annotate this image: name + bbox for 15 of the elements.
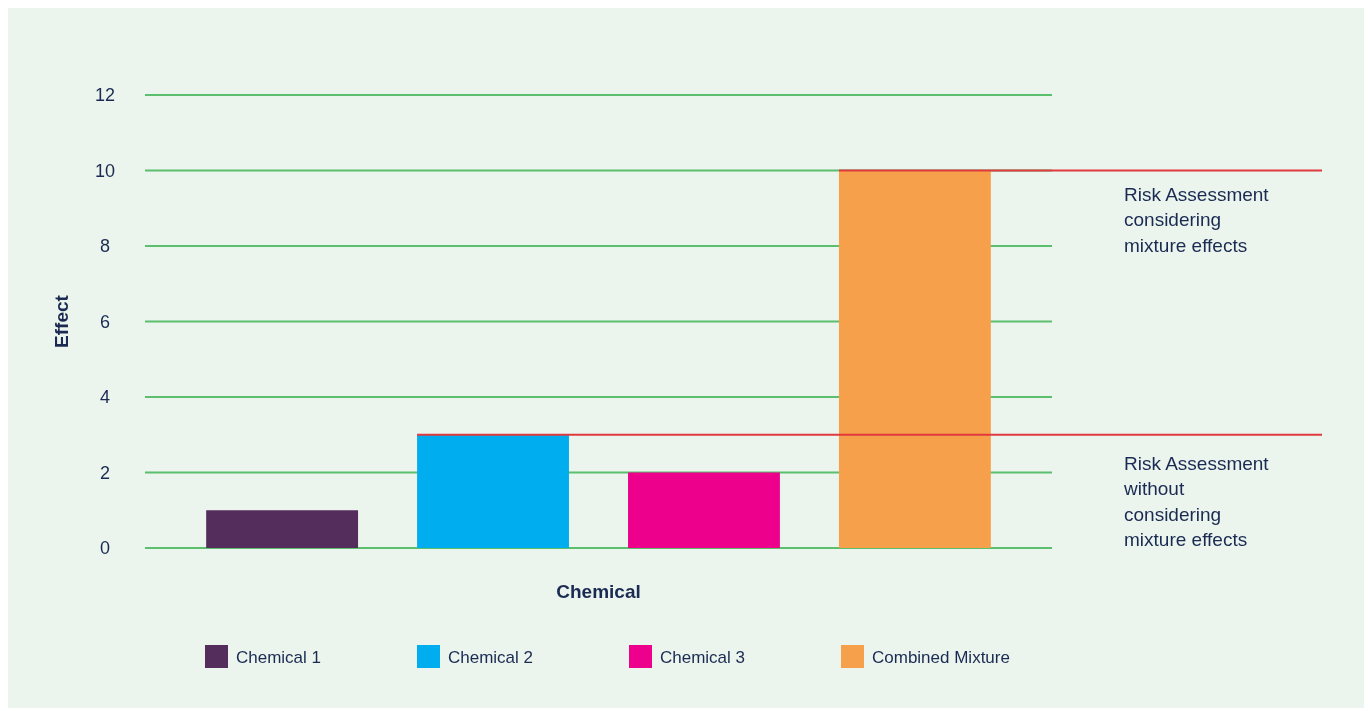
- y-axis-title: Effect: [51, 294, 72, 348]
- y-tick-label: 0: [99, 538, 111, 559]
- legend-label: Chemical 2: [448, 647, 534, 667]
- legend-label: Combined Mixture: [872, 647, 1010, 667]
- y-tick-label: 10: [94, 160, 116, 181]
- y-tick-label: 8: [99, 236, 111, 257]
- legend-label: Chemical 3: [660, 647, 746, 667]
- ref-line-label: Risk Assessment without considering mixture effects: [1123, 452, 1270, 551]
- y-tick-label: 4: [99, 387, 111, 408]
- legend-label: Chemical 1: [236, 647, 322, 667]
- y-tick-label: 12: [94, 85, 116, 106]
- y-tick-label: 6: [99, 311, 111, 332]
- y-tick-label: 2: [99, 462, 111, 483]
- x-axis-title: Chemical: [556, 581, 641, 602]
- ref-line-label: Risk Assessment considering mixture effects: [1124, 183, 1270, 256]
